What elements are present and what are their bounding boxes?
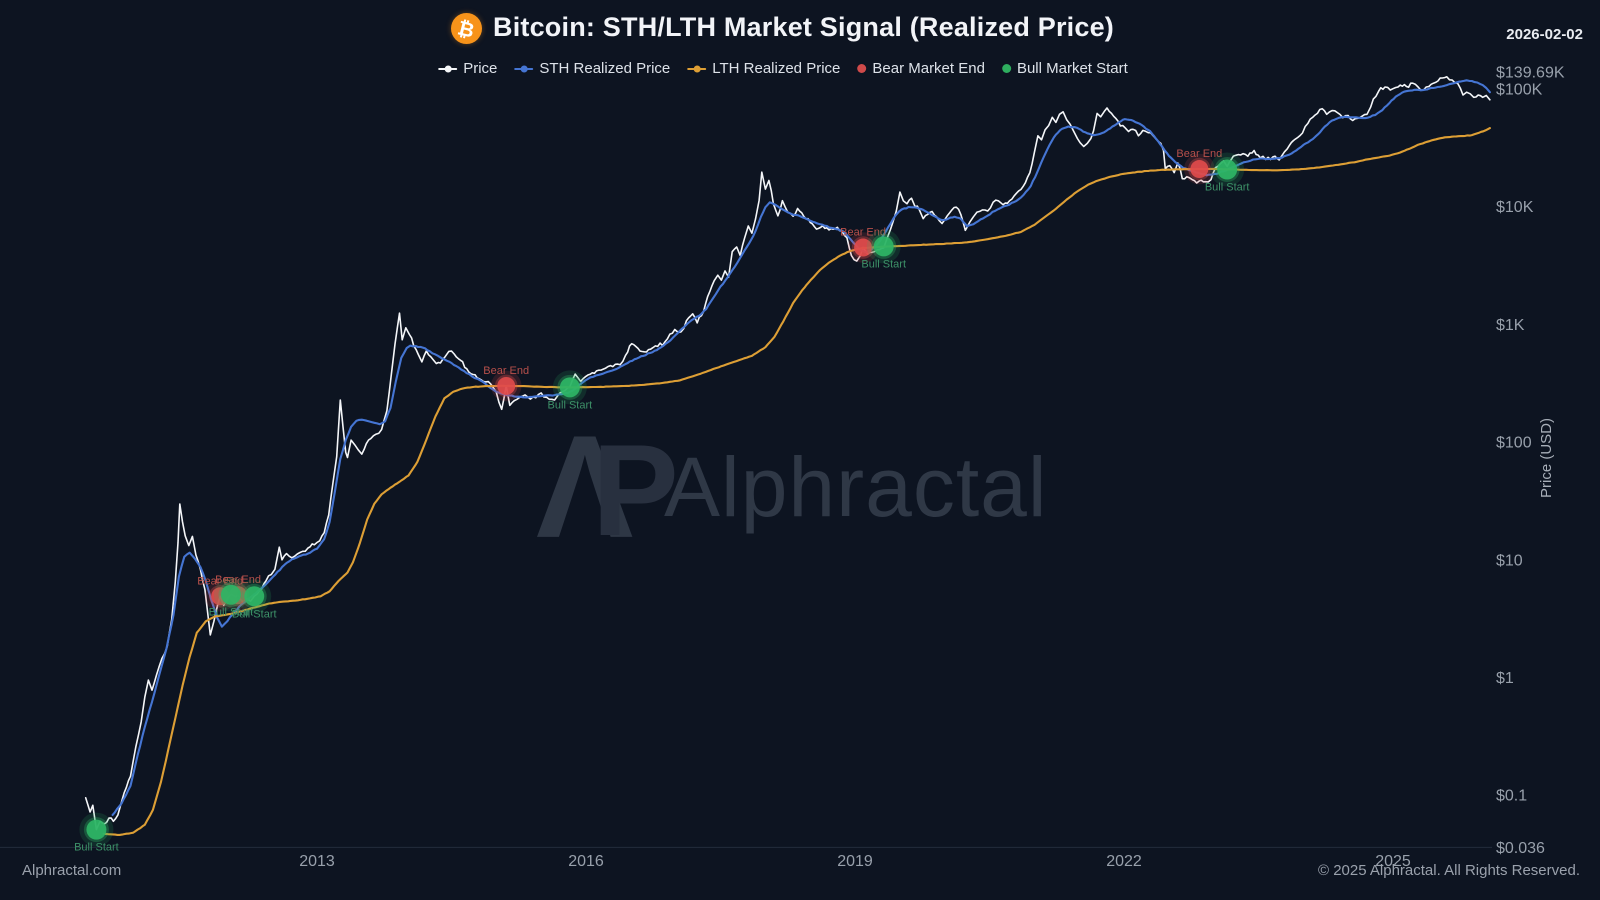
- y-axis-tick-label: $139.69K: [1496, 64, 1565, 81]
- bear_end-marker-label: Bear End: [483, 365, 529, 377]
- legend-item-price[interactable]: Price: [438, 60, 497, 77]
- y-axis-tick-label: $10K: [1496, 199, 1534, 216]
- bull_start-marker-label: Bull Start: [861, 258, 906, 270]
- legend-item-lth-realized-price[interactable]: LTH Realized Price: [687, 60, 840, 77]
- footer-site-link[interactable]: Alphractal.com: [22, 862, 122, 879]
- series-line-lth-realized-price: [102, 127, 1491, 836]
- page-title: Bitcoin: STH/LTH Market Signal (Realized…: [493, 12, 1114, 42]
- y-axis-tick-label: $1: [1496, 670, 1514, 687]
- legend-label: Bear Market End: [872, 60, 985, 77]
- bull_start-marker-dot: [1217, 159, 1238, 180]
- legend-dot-icon: [857, 64, 867, 73]
- series-line-sth-realized-price: [111, 79, 1491, 816]
- y-axis-tick-label: $100K: [1496, 82, 1543, 99]
- watermark-name: Alphractal: [664, 440, 1048, 534]
- bear_end-marker-label: Bear End: [215, 574, 261, 586]
- bull_start-marker-dot: [86, 819, 107, 840]
- bull_start-marker-dot: [220, 584, 241, 605]
- legend-line-dot-icon: [687, 65, 707, 72]
- x-axis-tick-label: 2022: [1106, 853, 1142, 870]
- watermark: Λ P Alphractal: [536, 405, 1048, 568]
- bear_end-marker-label: Bear End: [197, 575, 243, 587]
- bull_start-marker-label: Bull Start: [74, 842, 119, 854]
- y-axis-tick-label: $0.036: [1496, 840, 1545, 857]
- y-axis-title: Price (USD): [1538, 418, 1555, 498]
- bull_start-marker-label: Bull Start: [1205, 182, 1250, 194]
- watermark-logo-a: Λ: [536, 405, 633, 568]
- legend-line-dot-icon: [514, 65, 534, 72]
- legend-label: Bull Market Start: [1016, 60, 1128, 77]
- footer-copyright: © 2025 Alphractal. All Rights Reserved.: [1317, 862, 1580, 879]
- watermark-logo-p: P: [592, 417, 679, 563]
- x-axis-tick-label: 2019: [837, 853, 873, 870]
- y-axis-tick-label: $0.1: [1496, 788, 1527, 805]
- x-axis-tick-label: 2016: [568, 853, 604, 870]
- x-axis-tick-label: 2013: [299, 853, 335, 870]
- legend-dot-icon: [1001, 64, 1011, 73]
- bear_end-marker-dot: [854, 238, 873, 257]
- legend-item-sth-realized-price[interactable]: STH Realized Price: [514, 60, 670, 77]
- legend-label: LTH Realized Price: [712, 60, 841, 77]
- bull_start-marker-label: Bull Start: [232, 608, 277, 620]
- bull_start-marker-label: Bull Start: [548, 399, 593, 411]
- y-axis-tick-label: $10: [1496, 552, 1523, 569]
- x-axis-tick-label: 2025: [1375, 853, 1411, 870]
- legend-item-bull-market-start[interactable]: Bull Market Start: [1001, 60, 1128, 77]
- bear_end-marker-dot: [497, 376, 516, 395]
- legend: Price STH Realized Price LTH Realized Pric…: [438, 60, 1128, 77]
- bull_start-marker-dot: [873, 236, 894, 257]
- bear_end-marker-label: Bear End: [1176, 148, 1222, 160]
- legend-label: Price: [463, 60, 498, 77]
- legend-label: STH Realized Price: [539, 60, 671, 77]
- y-axis-tick-label: $1K: [1496, 317, 1525, 334]
- legend-item-bear-market-end[interactable]: Bear Market End: [857, 60, 985, 77]
- bitcoin-icon: ₿: [451, 13, 482, 44]
- bull_start-marker-dot: [244, 586, 265, 607]
- bear_end-marker-label: Bear End: [840, 227, 886, 239]
- bull_start-marker-dot: [559, 377, 580, 398]
- chart-date: 2026-02-02: [1506, 26, 1583, 43]
- bull_start-marker-label: Bull Start: [209, 607, 254, 619]
- y-axis-tick-label: $100: [1496, 435, 1532, 452]
- legend-line-dot-icon: [438, 65, 458, 72]
- bear_end-marker-dot: [1190, 160, 1209, 179]
